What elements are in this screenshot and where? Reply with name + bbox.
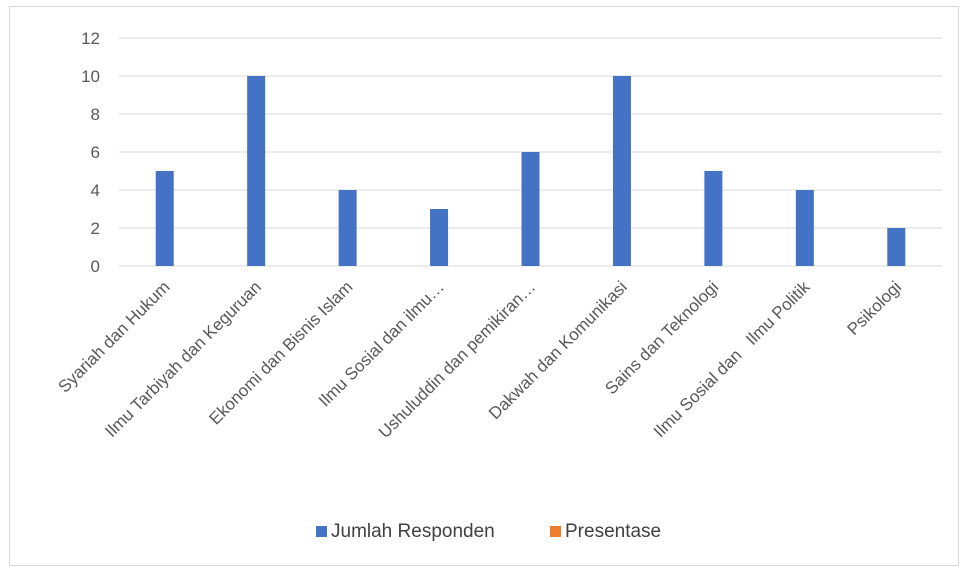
legend-swatch-2 bbox=[550, 526, 561, 537]
x-tick-label: Ilmu Tarbiyah dan Keguruan bbox=[101, 277, 265, 441]
bar-7 bbox=[704, 171, 723, 266]
x-tick-label: Psikologi bbox=[844, 277, 906, 339]
y-tick-label: 4 bbox=[91, 181, 100, 200]
y-tick-label: 8 bbox=[91, 105, 100, 124]
bar-1 bbox=[155, 171, 174, 266]
y-tick-label: 12 bbox=[81, 29, 100, 48]
bar-8 bbox=[795, 190, 814, 266]
legend: Jumlah Responden Presentase bbox=[316, 521, 661, 542]
bar-3 bbox=[338, 190, 357, 266]
bar-5 bbox=[521, 152, 540, 266]
legend-swatch-1 bbox=[316, 526, 327, 537]
y-tick-label: 10 bbox=[81, 67, 100, 86]
y-axis-ticks: 0 2 4 6 8 10 12 bbox=[81, 29, 100, 276]
bar-4 bbox=[430, 209, 449, 266]
bars bbox=[155, 76, 906, 266]
bar-9 bbox=[887, 228, 906, 266]
x-tick-label: Ilmu Sosial dan Ilmu Politik bbox=[650, 277, 814, 441]
bar-6 bbox=[612, 76, 631, 266]
x-tick-label: Ushuluddin dan pemikiran… bbox=[375, 277, 539, 441]
y-tick-label: 6 bbox=[91, 143, 100, 162]
y-tick-label: 0 bbox=[91, 257, 100, 276]
bar-2 bbox=[247, 76, 266, 266]
y-tick-label: 2 bbox=[91, 219, 100, 238]
legend-label-1: Jumlah Responden bbox=[331, 521, 495, 542]
legend-label-2: Presentase bbox=[565, 521, 661, 542]
chart-frame bbox=[9, 6, 959, 566]
